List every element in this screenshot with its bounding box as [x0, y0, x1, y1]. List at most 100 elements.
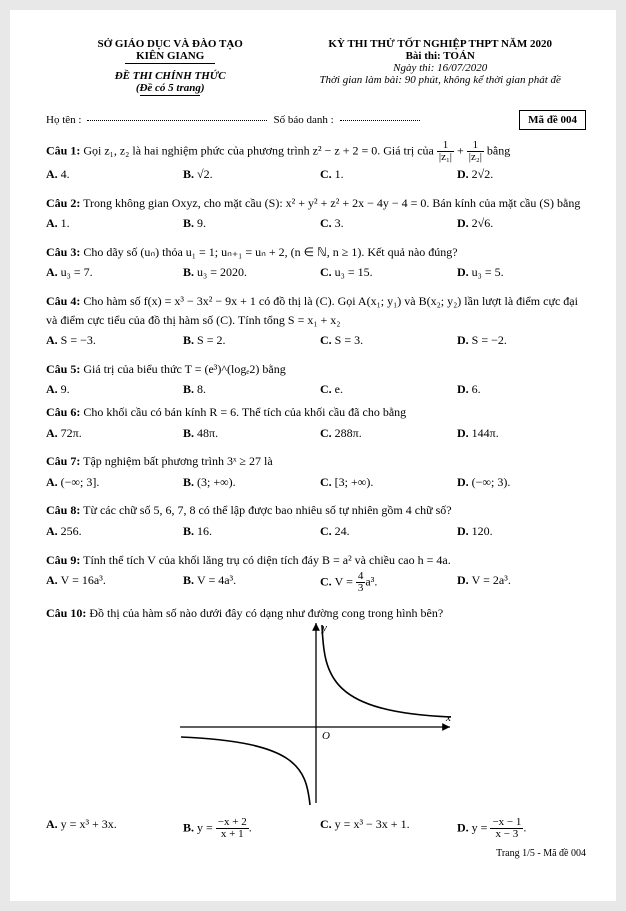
question-4: Câu 4: Cho hàm số f(x) = x³ − 3x² − 9x +… — [46, 292, 586, 350]
q3-B: u₃ = 2020. — [197, 265, 247, 279]
q1-A: 4. — [61, 167, 70, 181]
sbd-field[interactable] — [340, 120, 420, 121]
q10-D-frac: −x − 1x − 3 — [490, 817, 523, 840]
q8-choices: A. 256. B. 16. C. 24. D. 120. — [46, 522, 586, 541]
question-2: Câu 2: Trong không gian Oxyz, cho mặt cầ… — [46, 194, 586, 233]
q6-A: 72π. — [61, 426, 82, 440]
q10-D-post: . — [523, 820, 526, 834]
q9-A: V = 16a³. — [61, 573, 106, 587]
q7-C: [3; +∞). — [335, 475, 374, 489]
q5-text: Giá trị của biểu thức T = (e³)^(logₑ2) b… — [83, 362, 285, 376]
q1-frac2: 1|z₂| — [467, 140, 484, 163]
q4-C: S = 3. — [335, 333, 363, 347]
q3-A: u₃ = 7. — [61, 265, 93, 279]
q1-text-b: bằng — [487, 143, 510, 157]
q2-D: 2√6. — [472, 216, 494, 230]
q9-text: Tính thể tích V của khối lăng trụ có diệ… — [83, 553, 451, 567]
q6-D: 144π. — [472, 426, 499, 440]
function-graph: Oxy — [176, 617, 456, 807]
q4-text: Cho hàm số f(x) = x³ − 3x² − 9x + 1 có đ… — [46, 294, 578, 327]
exam-page: SỞ GIÁO DỤC VÀ ĐÀO TẠO KIÊN GIANG ĐỀ THI… — [10, 10, 616, 901]
q7-D: (−∞; 3). — [472, 475, 511, 489]
q1-C: 1. — [335, 167, 344, 181]
q10-B-pre: y = — [197, 820, 216, 834]
q9-B: V = 4a³. — [197, 573, 236, 587]
q9-C-frac: 43 — [356, 571, 366, 594]
question-3: Câu 3: Cho dãy số (uₙ) thỏa u₁ = 1; uₙ₊₁… — [46, 243, 586, 282]
question-6: Câu 6: Cho khối cầu có bán kính R = 6. T… — [46, 403, 586, 442]
q1-label: Câu 1: — [46, 143, 80, 157]
q3-C: u₃ = 15. — [335, 265, 373, 279]
q6-C: 288π. — [335, 426, 362, 440]
question-1: Câu 1: Gọi z₁, z₂ là hai nghiệm phức của… — [46, 140, 586, 184]
q6-label: Câu 6: — [46, 405, 80, 419]
name-field[interactable] — [87, 120, 267, 121]
q6-choices: A. 72π. B. 48π. C. 288π. D. 144π. — [46, 424, 586, 443]
question-9: Câu 9: Tính thể tích V của khối lăng trụ… — [46, 551, 586, 595]
q8-C: 24. — [335, 524, 350, 538]
q5-C: e. — [335, 382, 343, 396]
header-left: SỞ GIÁO DỤC VÀ ĐÀO TẠO KIÊN GIANG ĐỀ THI… — [46, 38, 294, 102]
q9-label: Câu 9: — [46, 553, 80, 567]
sbd-label: Số báo danh : — [273, 114, 333, 126]
q3-text: Cho dãy số (uₙ) thỏa u₁ = 1; uₙ₊₁ = uₙ +… — [83, 245, 457, 259]
q1-B: √2. — [197, 167, 213, 181]
q9-D: V = 2a³. — [472, 573, 511, 587]
q9-choices: A. V = 16a³. B. V = 4a³. C. V = 43a³. D.… — [46, 571, 586, 594]
q8-text: Từ các chữ số 5, 6, 7, 8 có thể lập được… — [83, 503, 451, 517]
q8-label: Câu 8: — [46, 503, 80, 517]
question-8: Câu 8: Từ các chữ số 5, 6, 7, 8 có thể l… — [46, 501, 586, 540]
q7-choices: A. (−∞; 3]. B. (3; +∞). C. [3; +∞). D. (… — [46, 473, 586, 492]
q2-C: 3. — [335, 216, 344, 230]
q4-A: S = −3. — [61, 333, 96, 347]
q9-C-post: a³. — [365, 574, 377, 588]
pages-note: (Đề có 5 trang) — [46, 82, 294, 94]
exam-time: Thời gian làm bài: 90 phút, không kể thờ… — [294, 74, 586, 86]
header: SỞ GIÁO DỤC VÀ ĐÀO TẠO KIÊN GIANG ĐỀ THI… — [46, 38, 586, 102]
q1-frac1: 1|z₁| — [437, 140, 454, 163]
exam-date: Ngày thi: 16/07/2020 — [294, 62, 586, 74]
q7-text: Tập nghiệm bất phương trình 3ˣ ≥ 27 là — [83, 454, 273, 468]
q3-choices: A. u₃ = 7. B. u₃ = 2020. C. u₃ = 15. D. … — [46, 263, 586, 282]
underline-left — [125, 63, 215, 64]
q3-label: Câu 3: — [46, 245, 80, 259]
dept-line1: SỞ GIÁO DỤC VÀ ĐÀO TẠO — [46, 38, 294, 50]
q8-A: 256. — [61, 524, 82, 538]
underline-left2 — [140, 95, 200, 96]
q10-label: Câu 10: — [46, 606, 86, 620]
q2-choices: A. 1. B. 9. C. 3. D. 2√6. — [46, 214, 586, 233]
q5-A: 9. — [61, 382, 70, 396]
q4-B: S = 2. — [197, 333, 225, 347]
q4-label: Câu 4: — [46, 294, 80, 308]
q7-label: Câu 7: — [46, 454, 80, 468]
name-row: Họ tên : Số báo danh : Mã đề 004 — [46, 110, 586, 130]
svg-text:x: x — [445, 712, 451, 724]
q10-C: y = x³ − 3x + 1. — [335, 817, 410, 831]
q4-D: S = −2. — [472, 333, 507, 347]
q3-D: u₃ = 5. — [472, 265, 504, 279]
q8-D: 120. — [472, 524, 493, 538]
graph-wrap: Oxy — [46, 617, 586, 811]
q6-text: Cho khối cầu có bán kính R = 6. Thể tích… — [83, 405, 406, 419]
q6-B: 48π. — [197, 426, 218, 440]
page-footer: Trang 1/5 - Mã đề 004 — [46, 848, 586, 859]
q2-A: 1. — [61, 216, 70, 230]
q7-A: (−∞; 3]. — [61, 475, 100, 489]
q10-B-post: . — [249, 820, 252, 834]
q1-D: 2√2. — [472, 167, 494, 181]
q10-A: y = x³ + 3x. — [61, 817, 117, 831]
exam-name: KỲ THI THỬ TỐT NGHIỆP THPT NĂM 2020 — [294, 38, 586, 50]
q10-D-pre: y = — [472, 820, 491, 834]
q5-label: Câu 5: — [46, 362, 80, 376]
q2-label: Câu 2: — [46, 196, 80, 210]
q5-B: 8. — [197, 382, 206, 396]
header-right: KỲ THI THỬ TỐT NGHIỆP THPT NĂM 2020 Bài … — [294, 38, 586, 102]
q7-B: (3; +∞). — [197, 475, 236, 489]
exam-code-box: Mã đề 004 — [519, 110, 586, 130]
q2-B: 9. — [197, 216, 206, 230]
question-7: Câu 7: Tập nghiệm bất phương trình 3ˣ ≥ … — [46, 452, 586, 491]
q4-choices: A. S = −3. B. S = 2. C. S = 3. D. S = −2… — [46, 331, 586, 350]
q1-text-a: Gọi z₁, z₂ là hai nghiệm phức của phương… — [83, 143, 434, 157]
name-label: Họ tên : — [46, 114, 81, 126]
svg-text:O: O — [322, 730, 330, 742]
